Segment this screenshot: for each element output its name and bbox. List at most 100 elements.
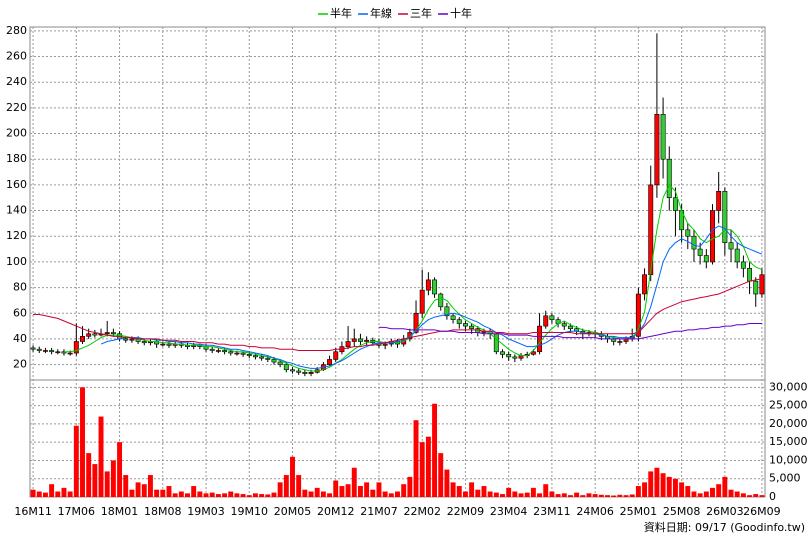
- volume-bar: [191, 486, 197, 497]
- volume-bar: [586, 493, 592, 497]
- volume-bar: [209, 492, 215, 497]
- candle-body: [432, 279, 438, 295]
- candle-body: [209, 348, 215, 351]
- volume-bar: [611, 495, 617, 497]
- candle-body: [506, 354, 512, 358]
- candle-body: [30, 347, 36, 350]
- volume-bar: [172, 493, 178, 497]
- candle-body: [49, 350, 55, 353]
- volume-bar: [574, 492, 580, 497]
- candle-body: [333, 351, 339, 360]
- volume-bar: [654, 467, 660, 497]
- volume-bar: [493, 492, 499, 497]
- volume-bar: [271, 492, 277, 497]
- volume-bar: [154, 489, 160, 497]
- volume-bar: [598, 494, 604, 497]
- candle-body: [734, 248, 740, 263]
- volume-bar: [635, 486, 641, 497]
- candle-body: [308, 371, 314, 374]
- candle-body: [672, 197, 678, 211]
- volume-bar: [623, 495, 629, 497]
- source-note: 資料日期: 09/17 (Goodinfo.tw): [644, 520, 805, 534]
- volume-bar: [512, 491, 518, 497]
- ma-line: [64, 184, 763, 372]
- volume-bar: [61, 487, 67, 497]
- volume-bar: [580, 495, 586, 497]
- volume-bar: [567, 495, 573, 497]
- candle-body: [55, 351, 61, 354]
- legend-label: 半年: [330, 6, 352, 20]
- candle-body: [259, 356, 265, 359]
- candle-body: [302, 371, 308, 374]
- y-tick-label: 140: [6, 204, 27, 217]
- x-tick-label: 17M06: [58, 505, 96, 518]
- candle-body: [252, 355, 258, 358]
- volume-bar: [679, 482, 685, 497]
- volume-bar: [345, 484, 351, 497]
- volume-bar: [339, 486, 345, 497]
- volume-bar: [252, 493, 258, 497]
- ma-line: [379, 323, 762, 340]
- volume-bar: [86, 453, 92, 497]
- volume-bar: [642, 482, 648, 497]
- candle-body: [530, 351, 536, 355]
- x-tick-label: 18M01: [101, 505, 139, 518]
- candle-body: [425, 279, 431, 291]
- volume-bar: [370, 489, 376, 497]
- x-tick-label: 21M07: [360, 505, 398, 518]
- x-tick-label: 16M11: [14, 505, 52, 518]
- candle-body: [660, 113, 666, 160]
- candle-body: [345, 341, 351, 347]
- y-tick-label: 120: [6, 229, 27, 242]
- volume-bar: [648, 471, 654, 497]
- candle-body: [642, 274, 648, 295]
- x-tick-label: 20M05: [274, 505, 312, 518]
- volume-bar: [395, 491, 400, 497]
- y-tick-label: 200: [6, 127, 27, 140]
- volume-bar: [685, 486, 691, 497]
- volume-bar: [475, 489, 481, 497]
- volume-bar: [67, 491, 73, 497]
- volume-bar: [605, 495, 610, 497]
- x-tick-label: 23M11: [533, 505, 571, 518]
- candle-body: [549, 315, 555, 320]
- volume-bar: [740, 493, 746, 497]
- volume-bar: [197, 491, 203, 497]
- candle-body: [296, 370, 302, 373]
- volume-bar: [55, 491, 61, 497]
- candle-body: [104, 332, 110, 335]
- volume-bar: [283, 475, 289, 497]
- volume-bar: [401, 484, 407, 497]
- volume-bar: [456, 486, 462, 497]
- volume-bar: [506, 487, 512, 497]
- candle-body: [493, 333, 499, 353]
- candle-body: [691, 235, 697, 250]
- ma-line: [100, 225, 763, 369]
- ma-line: [33, 278, 763, 351]
- volume-bar: [530, 487, 536, 497]
- candle-body: [110, 332, 116, 335]
- volume-bar: [246, 495, 252, 497]
- candle-body: [456, 319, 462, 324]
- candle-body: [728, 242, 734, 250]
- candle-body: [160, 343, 166, 346]
- volume-bar: [240, 494, 246, 497]
- y-tick-label: 260: [6, 50, 27, 63]
- candle-body: [228, 351, 234, 354]
- candle-body: [277, 361, 283, 365]
- volume-bar: [722, 476, 728, 497]
- volume-bar: [691, 491, 697, 497]
- volume-tick-label: 20,000: [769, 417, 808, 430]
- candle-body: [740, 261, 746, 269]
- candle-body: [450, 315, 456, 320]
- volume-bar: [215, 494, 221, 497]
- legend: 半年 年線 三年 十年: [318, 6, 472, 20]
- x-tick-label: 22M09: [447, 505, 485, 518]
- volume-bar: [117, 442, 123, 497]
- volume-tick-label: 10,000: [769, 453, 808, 466]
- volume-bar: [444, 469, 450, 497]
- candle-body: [444, 306, 450, 317]
- candle-body: [666, 158, 672, 199]
- candle-body: [283, 364, 289, 371]
- volume-bar: [265, 494, 271, 497]
